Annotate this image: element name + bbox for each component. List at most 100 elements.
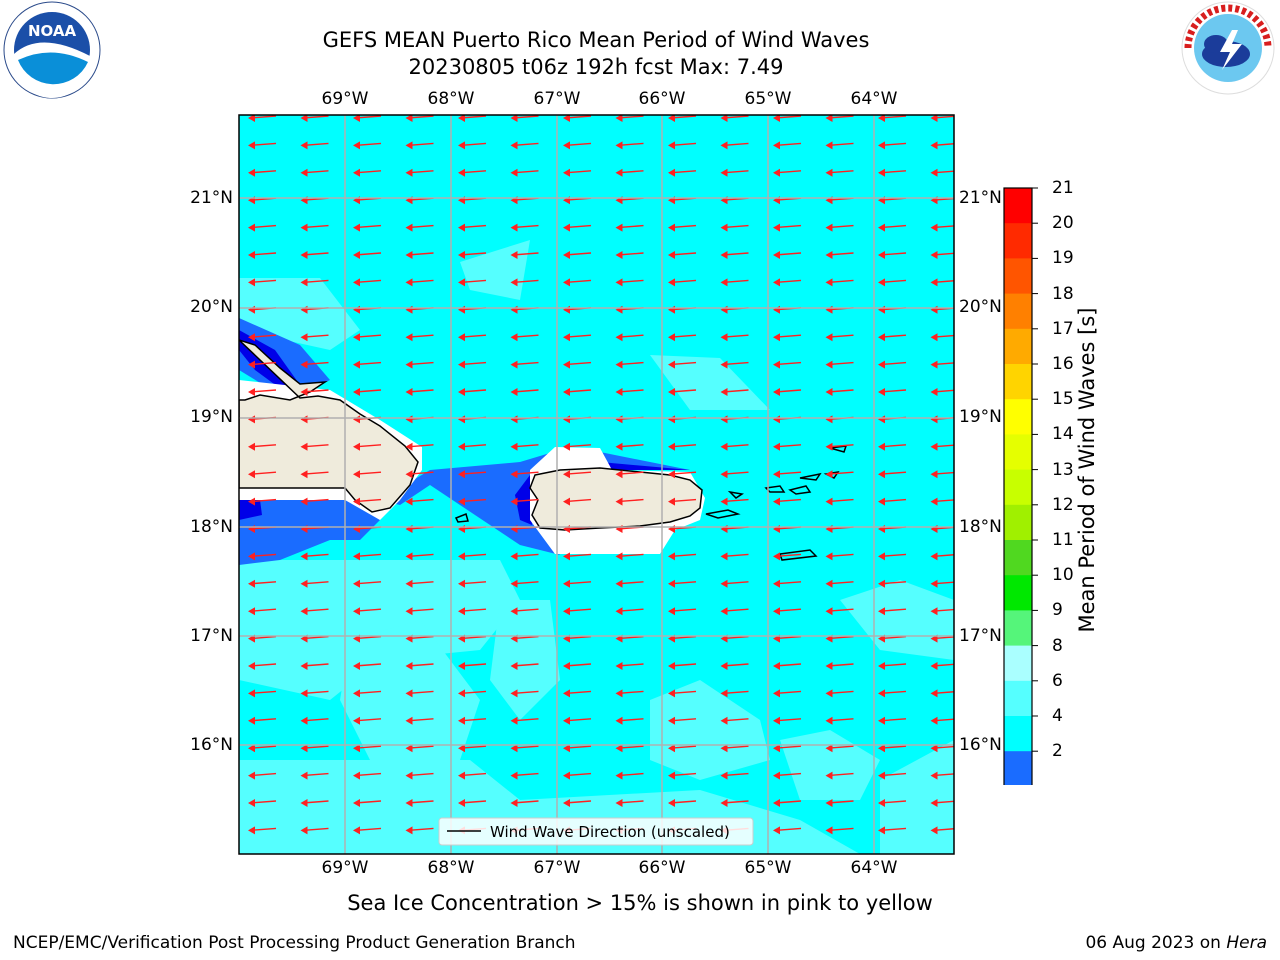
colorbar-tick-label: 4 xyxy=(1052,706,1063,726)
wind-arrow-head xyxy=(878,278,885,287)
wind-arrow-head xyxy=(615,470,623,479)
wind-arrow-head xyxy=(825,607,833,616)
wind-arrow-head xyxy=(825,771,833,780)
wind-arrow-head xyxy=(878,799,885,807)
wind-arrow-head xyxy=(458,278,465,287)
wind-arrow-head xyxy=(615,607,623,616)
wind-arrow-head xyxy=(825,251,833,259)
wind-arrow-head xyxy=(720,579,728,588)
wind-arrow-head xyxy=(878,716,885,725)
wind-arrow-head xyxy=(405,360,413,369)
wind-arrow-head xyxy=(773,744,780,753)
wind-arrow-head xyxy=(353,716,360,725)
wind-arrow-head xyxy=(248,716,255,725)
wind-arrow-head xyxy=(458,716,465,725)
wind-arrow-head xyxy=(563,470,570,479)
wind-arrow-head xyxy=(825,223,833,232)
colorbar-segment xyxy=(1004,469,1032,506)
footer-date: 06 Aug 2023 on xyxy=(1085,933,1227,953)
wind-arrow-head xyxy=(353,115,360,122)
wind-arrow-head xyxy=(248,826,255,835)
wind-arrow-head xyxy=(405,251,413,259)
wind-arrow-head xyxy=(510,442,518,451)
colorbar-segment xyxy=(1004,645,1032,682)
hispaniola-land xyxy=(239,339,419,513)
wind-arrow-head xyxy=(930,689,938,698)
wind-arrow-head xyxy=(773,251,780,259)
wind-arrow-head xyxy=(930,251,938,259)
wind-arrow-head xyxy=(563,388,570,396)
legend-label: Wind Wave Direction (unscaled) xyxy=(490,823,730,841)
wind-arrow-head xyxy=(248,552,255,561)
wind-direction-arrows xyxy=(248,115,954,835)
wind-arrow-head xyxy=(300,360,308,369)
wind-arrow-head xyxy=(615,662,623,670)
wind-arrow-head xyxy=(405,141,413,150)
wind-arrow-head xyxy=(300,497,308,506)
wind-arrow-head xyxy=(930,388,938,396)
wind-arrow-head xyxy=(878,168,885,177)
wind-arrow-head xyxy=(405,442,413,451)
wind-arrow-head xyxy=(773,442,780,451)
colorbar-tick-label: 11 xyxy=(1052,530,1074,550)
wind-arrow-head xyxy=(668,799,675,807)
map-legend: Wind Wave Direction (unscaled) xyxy=(438,817,754,846)
wind-arrow-head xyxy=(510,607,518,616)
wind-arrow-head xyxy=(353,552,360,561)
wind-arrow-head xyxy=(825,168,833,177)
colorbar-segment xyxy=(1004,258,1032,295)
wind-arrow-head xyxy=(930,771,938,780)
wind-arrow-head xyxy=(248,799,255,807)
lon-label-top: 69°W xyxy=(321,89,369,109)
wind-arrow-head xyxy=(563,278,570,287)
lat-label-right: 21°N xyxy=(959,188,1002,208)
wind-arrow-head xyxy=(615,333,623,342)
wind-arrow-head xyxy=(668,716,675,725)
wind-arrow-head xyxy=(720,799,728,807)
wind-arrow-head xyxy=(773,141,780,150)
wind-arrow-head xyxy=(510,662,518,670)
colorbar-segment xyxy=(1004,751,1032,785)
wind-arrow-head xyxy=(353,497,360,506)
wind-arrow-head xyxy=(510,771,518,780)
wind-arrow-head xyxy=(825,662,833,670)
wind-arrow-head xyxy=(878,251,885,259)
wind-arrow-head xyxy=(510,497,518,506)
wind-arrow-head xyxy=(615,579,623,588)
wind-arrow-head xyxy=(248,744,255,753)
wind-arrow-head xyxy=(300,115,308,122)
footer-host: Hera xyxy=(1226,933,1267,953)
lat-label-left: 20°N xyxy=(190,297,233,317)
wind-arrow-head xyxy=(563,497,570,506)
wind-arrow-head xyxy=(720,333,728,342)
lon-label-bottom: 67°W xyxy=(533,858,581,878)
wind-arrow-head xyxy=(405,388,413,396)
wind-arrow-head xyxy=(668,497,675,506)
wind-arrow-head xyxy=(563,168,570,177)
wind-arrow-head xyxy=(458,744,465,753)
small-islands xyxy=(454,445,848,561)
lon-label-top: 65°W xyxy=(744,89,792,109)
wind-arrow-head xyxy=(668,470,675,479)
wind-arrow-head xyxy=(458,689,465,698)
wind-arrow-head xyxy=(248,662,255,670)
wind-arrow-head xyxy=(720,388,728,396)
colorbar-tick-label: 6 xyxy=(1052,670,1063,691)
wind-arrow-head xyxy=(615,716,623,725)
wind-arrow-head xyxy=(353,442,360,451)
chart-subtitle: 20230805 t06z 192h fcst Max: 7.49 xyxy=(408,55,784,79)
wind-arrow-head xyxy=(248,278,255,287)
wind-arrow-head xyxy=(668,552,675,561)
wind-arrow-head xyxy=(563,442,570,451)
wind-arrow-head xyxy=(825,115,833,122)
wind-arrow-head xyxy=(825,470,833,479)
colorbar-segment xyxy=(1004,716,1032,752)
wind-arrow-head xyxy=(878,552,885,561)
wind-arrow-head xyxy=(300,168,308,177)
wind-arrow-head xyxy=(458,168,465,177)
wind-arrow-head xyxy=(458,662,465,670)
wind-arrow-head xyxy=(248,251,255,259)
wind-arrow-head xyxy=(878,771,885,780)
colorbar-tick-label: 12 xyxy=(1052,494,1074,515)
wind-arrow-head xyxy=(458,799,465,807)
